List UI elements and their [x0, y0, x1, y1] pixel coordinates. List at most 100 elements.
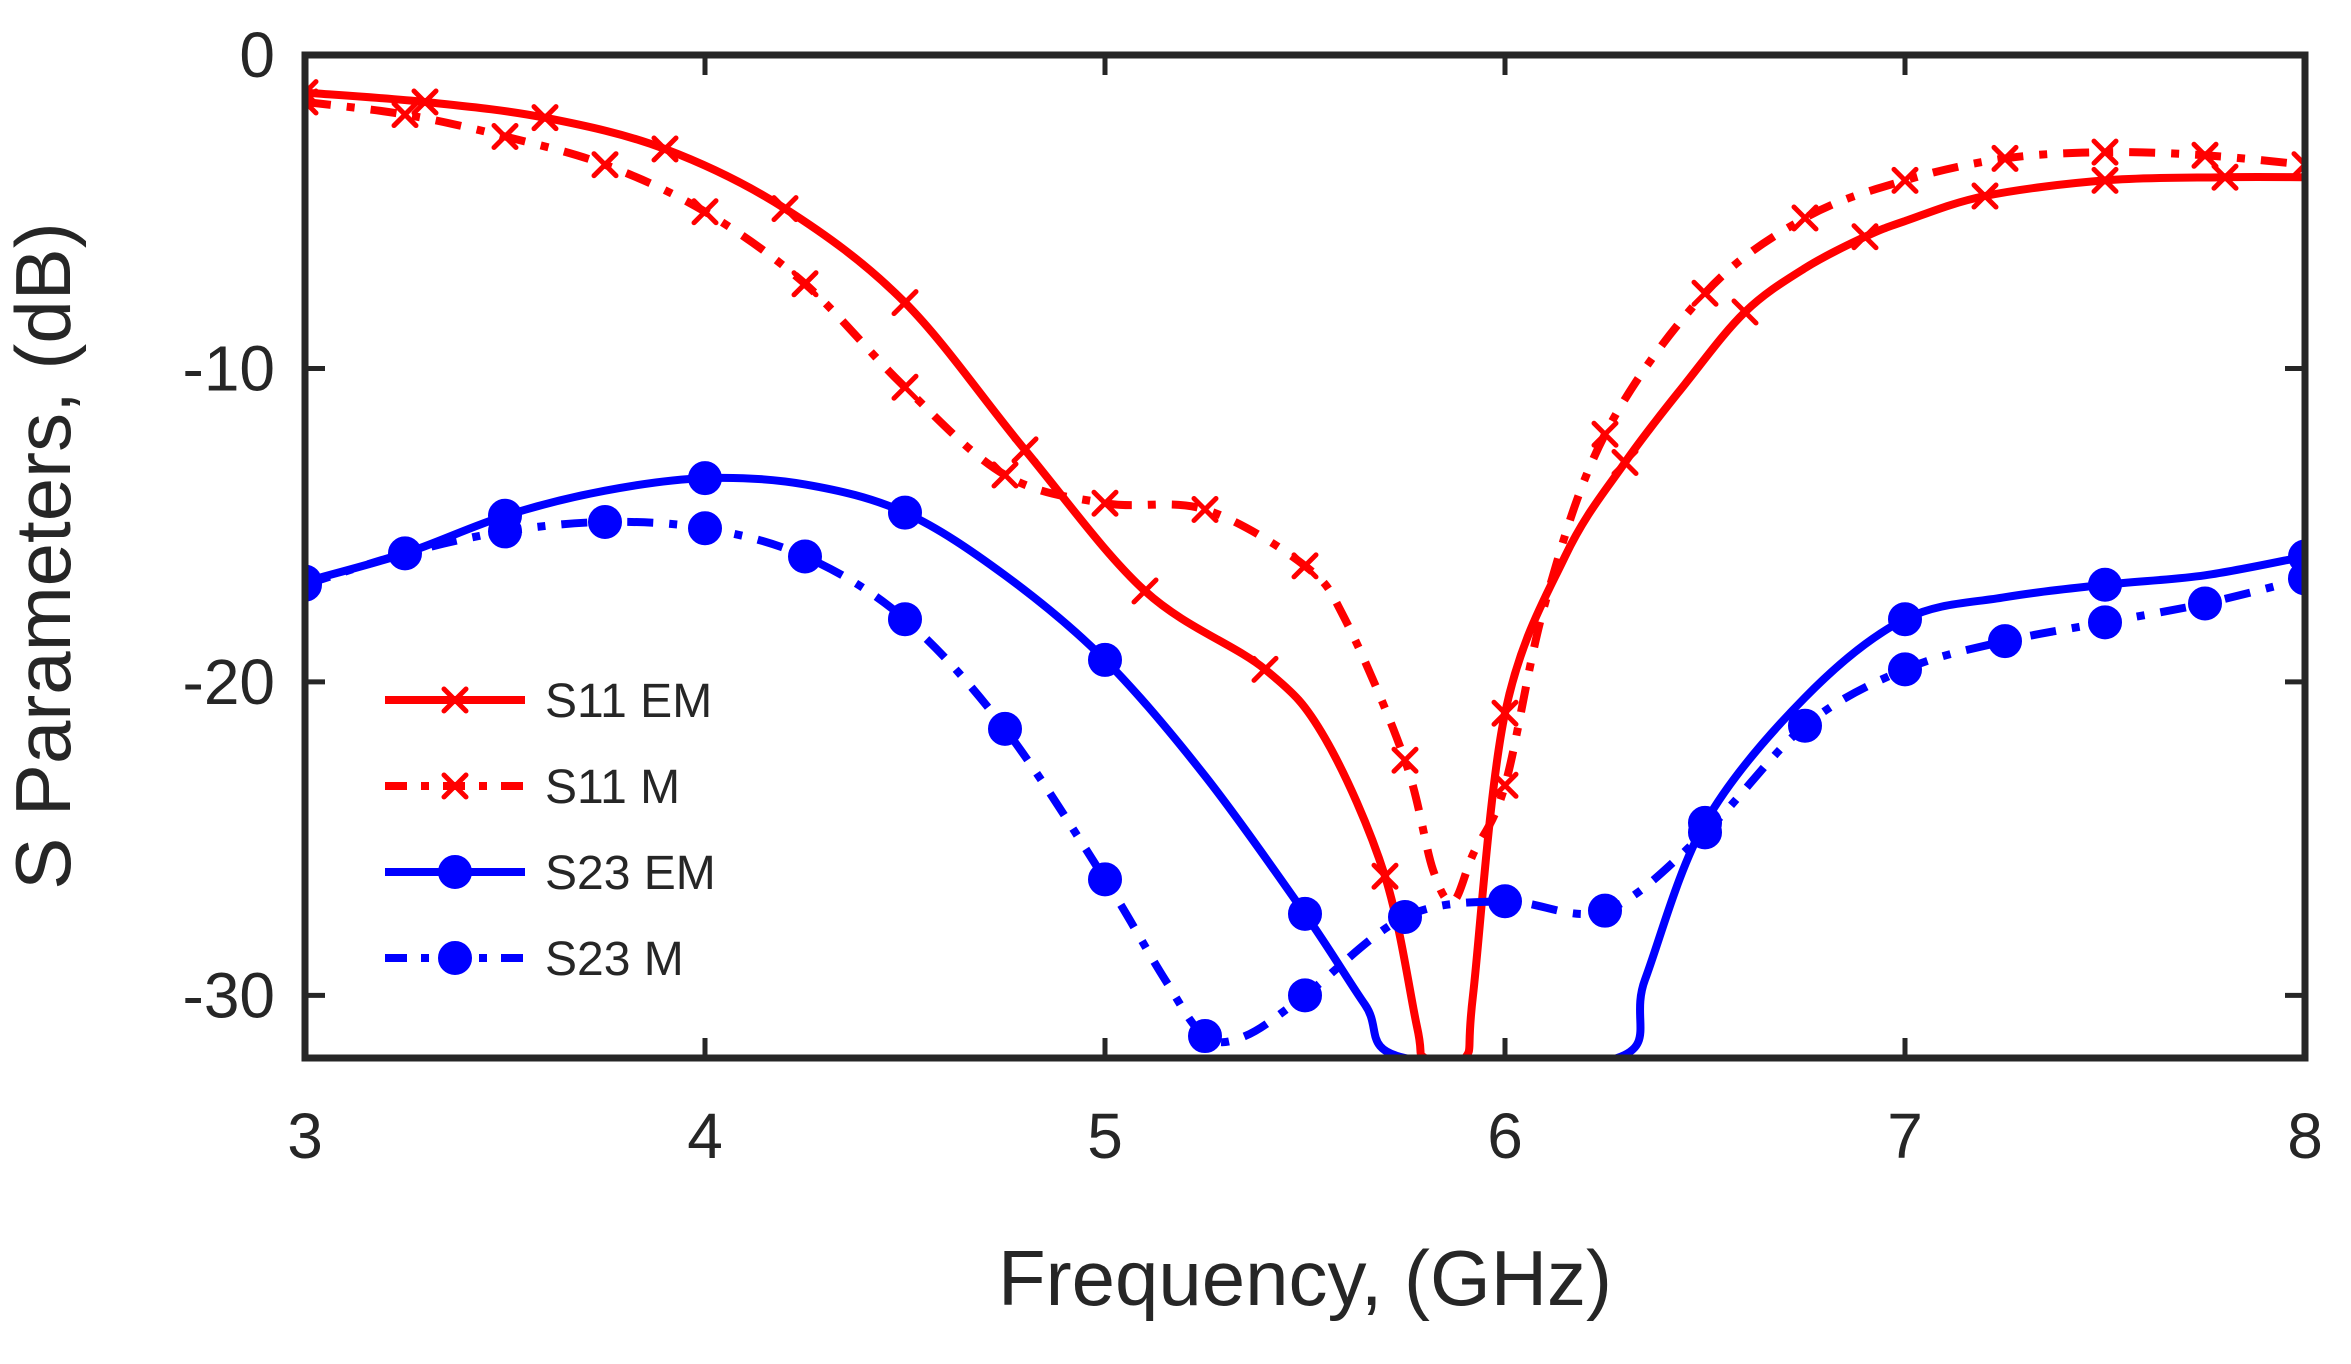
data-point	[2091, 166, 2119, 194]
series-s11-m	[305, 88, 2305, 906]
y-tick-label: 0	[239, 19, 275, 91]
data-point	[791, 270, 819, 298]
data-point	[591, 151, 619, 179]
data-point	[1491, 771, 1519, 799]
legend-entry: S11 M	[385, 761, 680, 814]
x-tick-label: 5	[1087, 1100, 1123, 1172]
series-s23-m	[305, 505, 2305, 1054]
data-point	[388, 536, 422, 571]
data-point	[531, 104, 559, 132]
series-line	[305, 88, 2305, 1058]
x-tick-label: 4	[687, 1100, 723, 1172]
data-point	[891, 373, 919, 401]
legend-entry: S23 M	[385, 933, 684, 986]
data-point	[1971, 182, 1999, 210]
data-point	[411, 88, 439, 116]
legend-marker	[441, 686, 469, 714]
series-s11-em	[305, 79, 2305, 1058]
legend-entry: S11 EM	[385, 675, 712, 728]
legend-marker	[441, 772, 469, 800]
legend-marker	[438, 941, 472, 975]
ticks-layer: 3 4 5 6 7 8 0 -10 -20 -30	[183, 19, 2323, 1172]
data-point	[2191, 141, 2219, 169]
x-tick-label: 7	[1887, 1100, 1923, 1172]
data-point	[391, 101, 419, 129]
data-point	[491, 122, 519, 150]
data-point	[888, 495, 922, 530]
x-axis-label: Frequency, (GHz)	[998, 1234, 1612, 1322]
y-tick-label: -30	[183, 959, 276, 1031]
data-point	[1988, 624, 2022, 659]
data-point	[1891, 166, 1919, 194]
data-point	[1288, 978, 1322, 1013]
data-point	[588, 505, 622, 540]
plot-frame	[301, 51, 2309, 1062]
series-line	[305, 473, 2305, 1058]
data-point	[1011, 436, 1039, 464]
data-point	[688, 461, 722, 496]
legend-marker	[438, 855, 472, 889]
legend-label: S11 EM	[545, 675, 712, 728]
data-point	[1491, 699, 1519, 727]
series-line	[305, 517, 2305, 1047]
data-point	[2288, 561, 2305, 596]
data-point	[305, 567, 322, 602]
data-point	[2088, 567, 2122, 602]
data-point	[1251, 655, 1279, 683]
data-point	[788, 539, 822, 574]
data-point	[988, 711, 1022, 746]
data-point	[1288, 896, 1322, 931]
legend: S11 EM S11 M S23 EM S23 M	[385, 675, 716, 986]
data-point	[1688, 815, 1722, 850]
data-point	[1291, 552, 1319, 580]
data-point	[691, 198, 719, 226]
legend-label: S23 M	[545, 933, 684, 986]
data-point	[1088, 862, 1122, 897]
data-point	[1791, 204, 1819, 232]
data-point	[651, 135, 679, 163]
data-point	[1731, 298, 1759, 326]
data-point	[891, 289, 919, 317]
data-point	[771, 195, 799, 223]
data-point	[2188, 586, 2222, 621]
data-point	[2211, 163, 2239, 191]
series-line	[305, 98, 2305, 906]
data-point	[1388, 899, 1422, 934]
data-point	[1131, 577, 1159, 605]
data-point	[1488, 884, 1522, 919]
data-point	[688, 511, 722, 546]
data-point	[1611, 448, 1639, 476]
y-tick-label: -20	[183, 646, 276, 718]
data-point	[1391, 746, 1419, 774]
data-point	[1851, 223, 1879, 251]
data-point	[1888, 602, 1922, 637]
x-tick-label: 3	[287, 1100, 323, 1172]
data-point	[1588, 893, 1622, 928]
legend-label: S23 EM	[545, 847, 716, 900]
data-point	[1591, 420, 1619, 448]
data-point	[1371, 862, 1399, 890]
x-tick-label: 8	[2287, 1100, 2323, 1172]
data-point	[2291, 151, 2305, 179]
data-point	[488, 514, 522, 549]
legend-label: S11 M	[545, 761, 680, 814]
y-tick-label: -10	[183, 332, 276, 404]
data-point	[991, 461, 1019, 489]
data-point	[2091, 138, 2119, 166]
series-layer	[305, 79, 2305, 1058]
data-point	[305, 88, 319, 116]
data-point	[1091, 489, 1119, 517]
data-point	[1188, 1019, 1222, 1054]
data-point	[1191, 495, 1219, 523]
data-point	[1888, 652, 1922, 687]
data-point	[2088, 605, 2122, 640]
data-point	[888, 602, 922, 637]
legend-entry: S23 EM	[385, 847, 716, 900]
data-point	[1788, 708, 1822, 743]
y-axis-label: S Parameters, (dB)	[0, 222, 87, 890]
x-tick-label: 6	[1487, 1100, 1523, 1172]
data-point	[1691, 279, 1719, 307]
data-point	[1991, 144, 2019, 172]
